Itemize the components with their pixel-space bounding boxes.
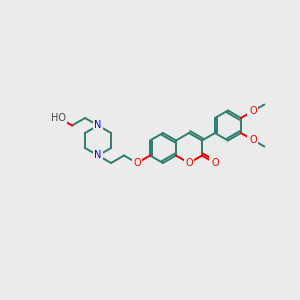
Text: N: N — [94, 151, 102, 160]
Text: HO: HO — [51, 113, 66, 123]
Text: O: O — [211, 158, 219, 168]
Text: O: O — [133, 158, 141, 168]
Text: O: O — [249, 135, 257, 145]
Text: O: O — [249, 106, 257, 116]
Text: O: O — [185, 158, 193, 168]
Text: N: N — [94, 121, 102, 130]
